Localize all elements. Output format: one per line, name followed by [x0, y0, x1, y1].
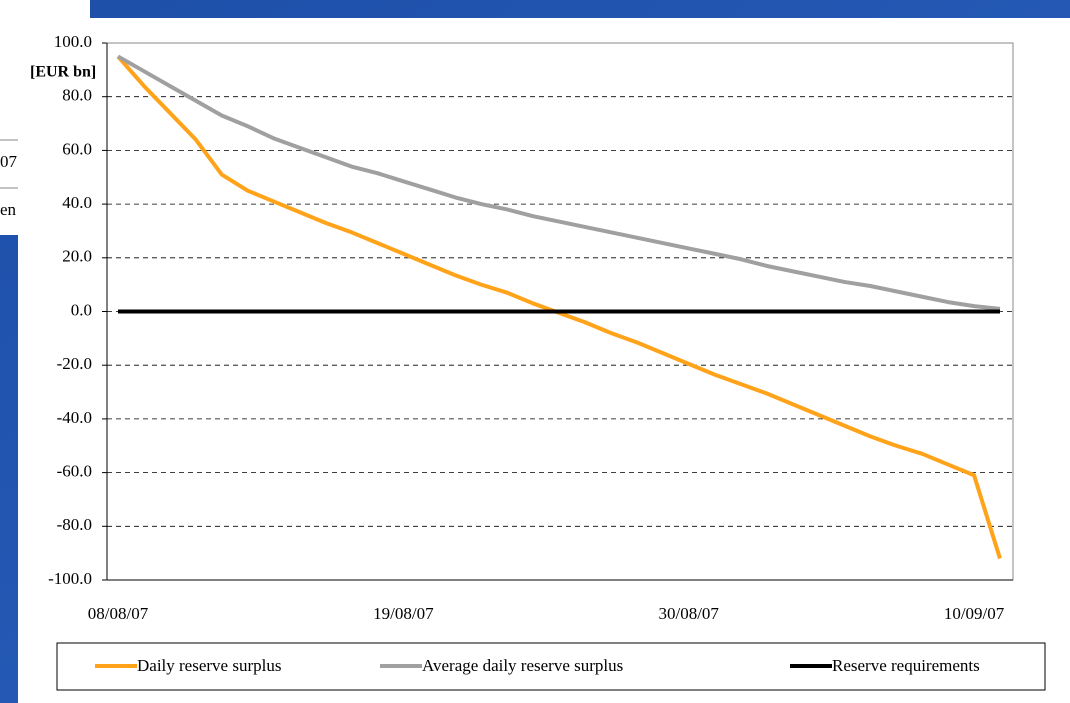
- y-tick-label: -40.0: [57, 408, 92, 427]
- y-tick-label: 100.0: [54, 32, 92, 51]
- y-tick-label: -80.0: [57, 515, 92, 534]
- y-tick-label: -60.0: [57, 462, 92, 481]
- y-tick-label: 40.0: [62, 193, 92, 212]
- y-tick-label: 60.0: [62, 139, 92, 158]
- legend-label: Average daily reserve surplus: [422, 656, 623, 675]
- y-tick-label: 80.0: [62, 86, 92, 105]
- x-tick-label: 10/09/07: [944, 604, 1005, 623]
- x-tick-label: 19/08/07: [373, 604, 434, 623]
- y-tick-label: 0.0: [71, 300, 92, 319]
- table-fragment: en: [0, 200, 17, 219]
- legend-label: Daily reserve surplus: [137, 656, 281, 675]
- x-tick-label: 08/08/07: [88, 604, 149, 623]
- series-line: [117, 54, 1001, 311]
- legend-label: Reserve requirements: [832, 656, 980, 675]
- legend-box: [56, 642, 1046, 691]
- x-tick-label: 30/08/07: [658, 604, 719, 623]
- y-axis-label: [EUR bn]: [30, 64, 96, 81]
- y-tick-label: -100.0: [48, 569, 92, 588]
- chart-panel: [18, 18, 1070, 703]
- y-tick-label: -20.0: [57, 354, 92, 373]
- y-tick-label: 20.0: [62, 247, 92, 266]
- table-fragment: 07: [0, 152, 18, 171]
